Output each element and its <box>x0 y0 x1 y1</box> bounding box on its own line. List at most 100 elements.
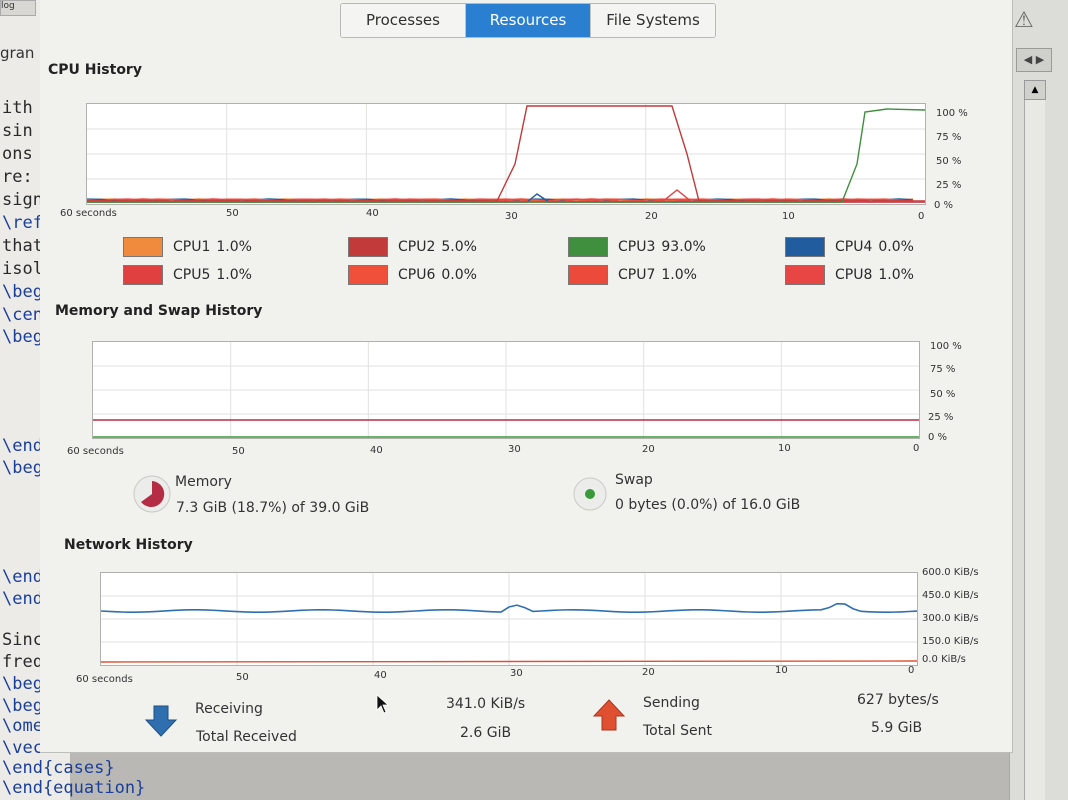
scrollbar[interactable] <box>1024 80 1045 800</box>
cpu-graph <box>86 103 926 205</box>
cpu-legend-item[interactable]: CPU2 5.0% <box>348 237 477 257</box>
cpu-legend-item[interactable]: CPU5 1.0% <box>123 265 252 285</box>
cpu-y-axis-label: 0 % <box>934 200 954 211</box>
cpu-color-swatch[interactable] <box>348 237 388 257</box>
cpu-y-axis-label: 25 % <box>936 180 962 191</box>
network-graph <box>100 572 918 666</box>
mem-y-axis-label: 0 % <box>928 432 948 443</box>
editor-line: \beg <box>2 674 43 694</box>
net-x-axis-label: 10 <box>775 665 788 676</box>
tab-processes[interactable]: Processes <box>341 4 466 37</box>
cpu-legend-item[interactable]: CPU8 1.0% <box>785 265 914 285</box>
editor-line: \ome <box>2 716 43 736</box>
tab-file-systems[interactable]: File Systems <box>591 4 715 37</box>
cpu-name: CPU1 <box>173 239 211 255</box>
mem-x-axis-label: 10 <box>778 443 791 454</box>
cpu-x-axis-label: 30 <box>505 211 518 222</box>
editor-line: \beg <box>2 696 43 716</box>
cpu-color-swatch[interactable] <box>123 265 163 285</box>
total-received-value: 2.6 GiB <box>460 725 512 741</box>
sending-value: 627 bytes/s <box>857 692 939 708</box>
cpu-name: CPU3 <box>618 239 656 255</box>
net-y-axis-label: 300.0 KiB/s <box>922 613 979 624</box>
net-x-axis-label: 20 <box>642 667 655 678</box>
cpu-x-axis-label: 60 seconds <box>60 208 117 219</box>
cpu-y-axis-label: 50 % <box>936 156 962 167</box>
receiving-line <box>101 602 917 613</box>
memory-label: Memory <box>175 474 232 490</box>
editor-line: \end{equation} <box>2 778 146 798</box>
cpu-legend-item[interactable]: CPU1 1.0% <box>123 237 252 257</box>
memory-history-title: Memory and Swap History <box>55 303 263 319</box>
scroll-up-button[interactable]: ▲ <box>1024 80 1046 100</box>
mem-x-axis-label: 20 <box>642 444 655 455</box>
cpu-name: CPU2 <box>398 239 436 255</box>
editor-line: sign <box>2 190 43 210</box>
cpu-name: CPU7 <box>618 267 656 283</box>
editor-line: sin <box>2 121 33 141</box>
editor-line: freq <box>2 652 43 672</box>
sending-line <box>101 660 917 663</box>
cpu-color-swatch[interactable] <box>785 237 825 257</box>
mouse-cursor-icon <box>376 694 390 718</box>
sending-label: Sending <box>643 695 700 711</box>
cpu-value: 5.0% <box>441 239 477 255</box>
editor-line: \ref <box>2 213 43 233</box>
warning-icon[interactable]: ⚠ <box>1014 8 1034 33</box>
cpu-y-axis-label: 75 % <box>936 132 962 143</box>
mem-x-axis-label: 60 seconds <box>67 446 124 457</box>
right-side-panel: ⚠ ◀ ▶ ▲ <box>1009 0 1068 800</box>
nav-arrows[interactable]: ◀ ▶ <box>1016 48 1052 72</box>
editor-line: \cen <box>2 305 43 325</box>
tab-bar: Processes Resources File Systems <box>340 3 716 38</box>
receiving-arrow-icon <box>144 704 178 742</box>
memory-graph <box>92 341 920 439</box>
receiving-label: Receiving <box>195 701 263 717</box>
editor-line: ith <box>2 98 33 118</box>
mem-y-axis-label: 25 % <box>928 412 954 423</box>
editor-line: \beg <box>2 327 43 347</box>
cpu-x-axis-label: 50 <box>226 208 239 219</box>
tab-resources[interactable]: Resources <box>466 4 591 37</box>
cpu-history-title: CPU History <box>48 62 142 78</box>
cpu-y-axis-label: 100 % <box>936 108 968 119</box>
cpu-x-axis-label: 0 <box>918 211 925 222</box>
editor-line: that <box>2 236 43 256</box>
cpu-color-swatch[interactable] <box>348 265 388 285</box>
editor-line: \beg <box>2 282 43 302</box>
editor-line: isol <box>2 259 43 279</box>
cpu-legend-item[interactable]: CPU3 93.0% <box>568 237 706 257</box>
cpu-line <box>87 108 925 203</box>
net-x-axis-label: 40 <box>374 670 387 681</box>
cpu-name: CPU4 <box>835 239 873 255</box>
editor-line: \end{cases} <box>2 758 115 778</box>
editor-line: Sinc <box>2 630 43 650</box>
editor-tab[interactable]: log <box>0 0 36 16</box>
cpu-color-swatch[interactable] <box>785 265 825 285</box>
swap-label: Swap <box>615 472 653 488</box>
cpu-legend-item[interactable]: CPU6 0.0% <box>348 265 477 285</box>
cpu-value: 1.0% <box>661 267 697 283</box>
sending-arrow-icon <box>592 698 626 736</box>
cpu-legend-item[interactable]: CPU7 1.0% <box>568 265 697 285</box>
memory-pie-icon <box>132 474 172 518</box>
cpu-x-axis-label: 20 <box>645 211 658 222</box>
net-x-axis-label: 30 <box>510 668 523 679</box>
cpu-legend-item[interactable]: CPU4 0.0% <box>785 237 914 257</box>
editor-line: \end <box>2 567 43 587</box>
net-x-axis-label: 60 seconds <box>76 674 133 685</box>
cpu-color-swatch[interactable] <box>568 265 608 285</box>
swap-pie-icon <box>572 476 608 516</box>
cpu-x-axis-label: 40 <box>366 208 379 219</box>
cpu-color-swatch[interactable] <box>123 237 163 257</box>
total-received-label: Total Received <box>196 729 297 745</box>
mem-x-axis-label: 40 <box>370 445 383 456</box>
mem-y-axis-label: 100 % <box>930 341 962 352</box>
cpu-value: 1.0% <box>216 267 252 283</box>
editor-line: re: <box>2 167 33 187</box>
net-x-axis-label: 50 <box>236 672 249 683</box>
memory-value: 7.3 GiB (18.7%) of 39.0 GiB <box>176 500 370 516</box>
cpu-color-swatch[interactable] <box>568 237 608 257</box>
cpu-value: 0.0% <box>878 239 914 255</box>
cpu-x-axis-label: 10 <box>782 211 795 222</box>
